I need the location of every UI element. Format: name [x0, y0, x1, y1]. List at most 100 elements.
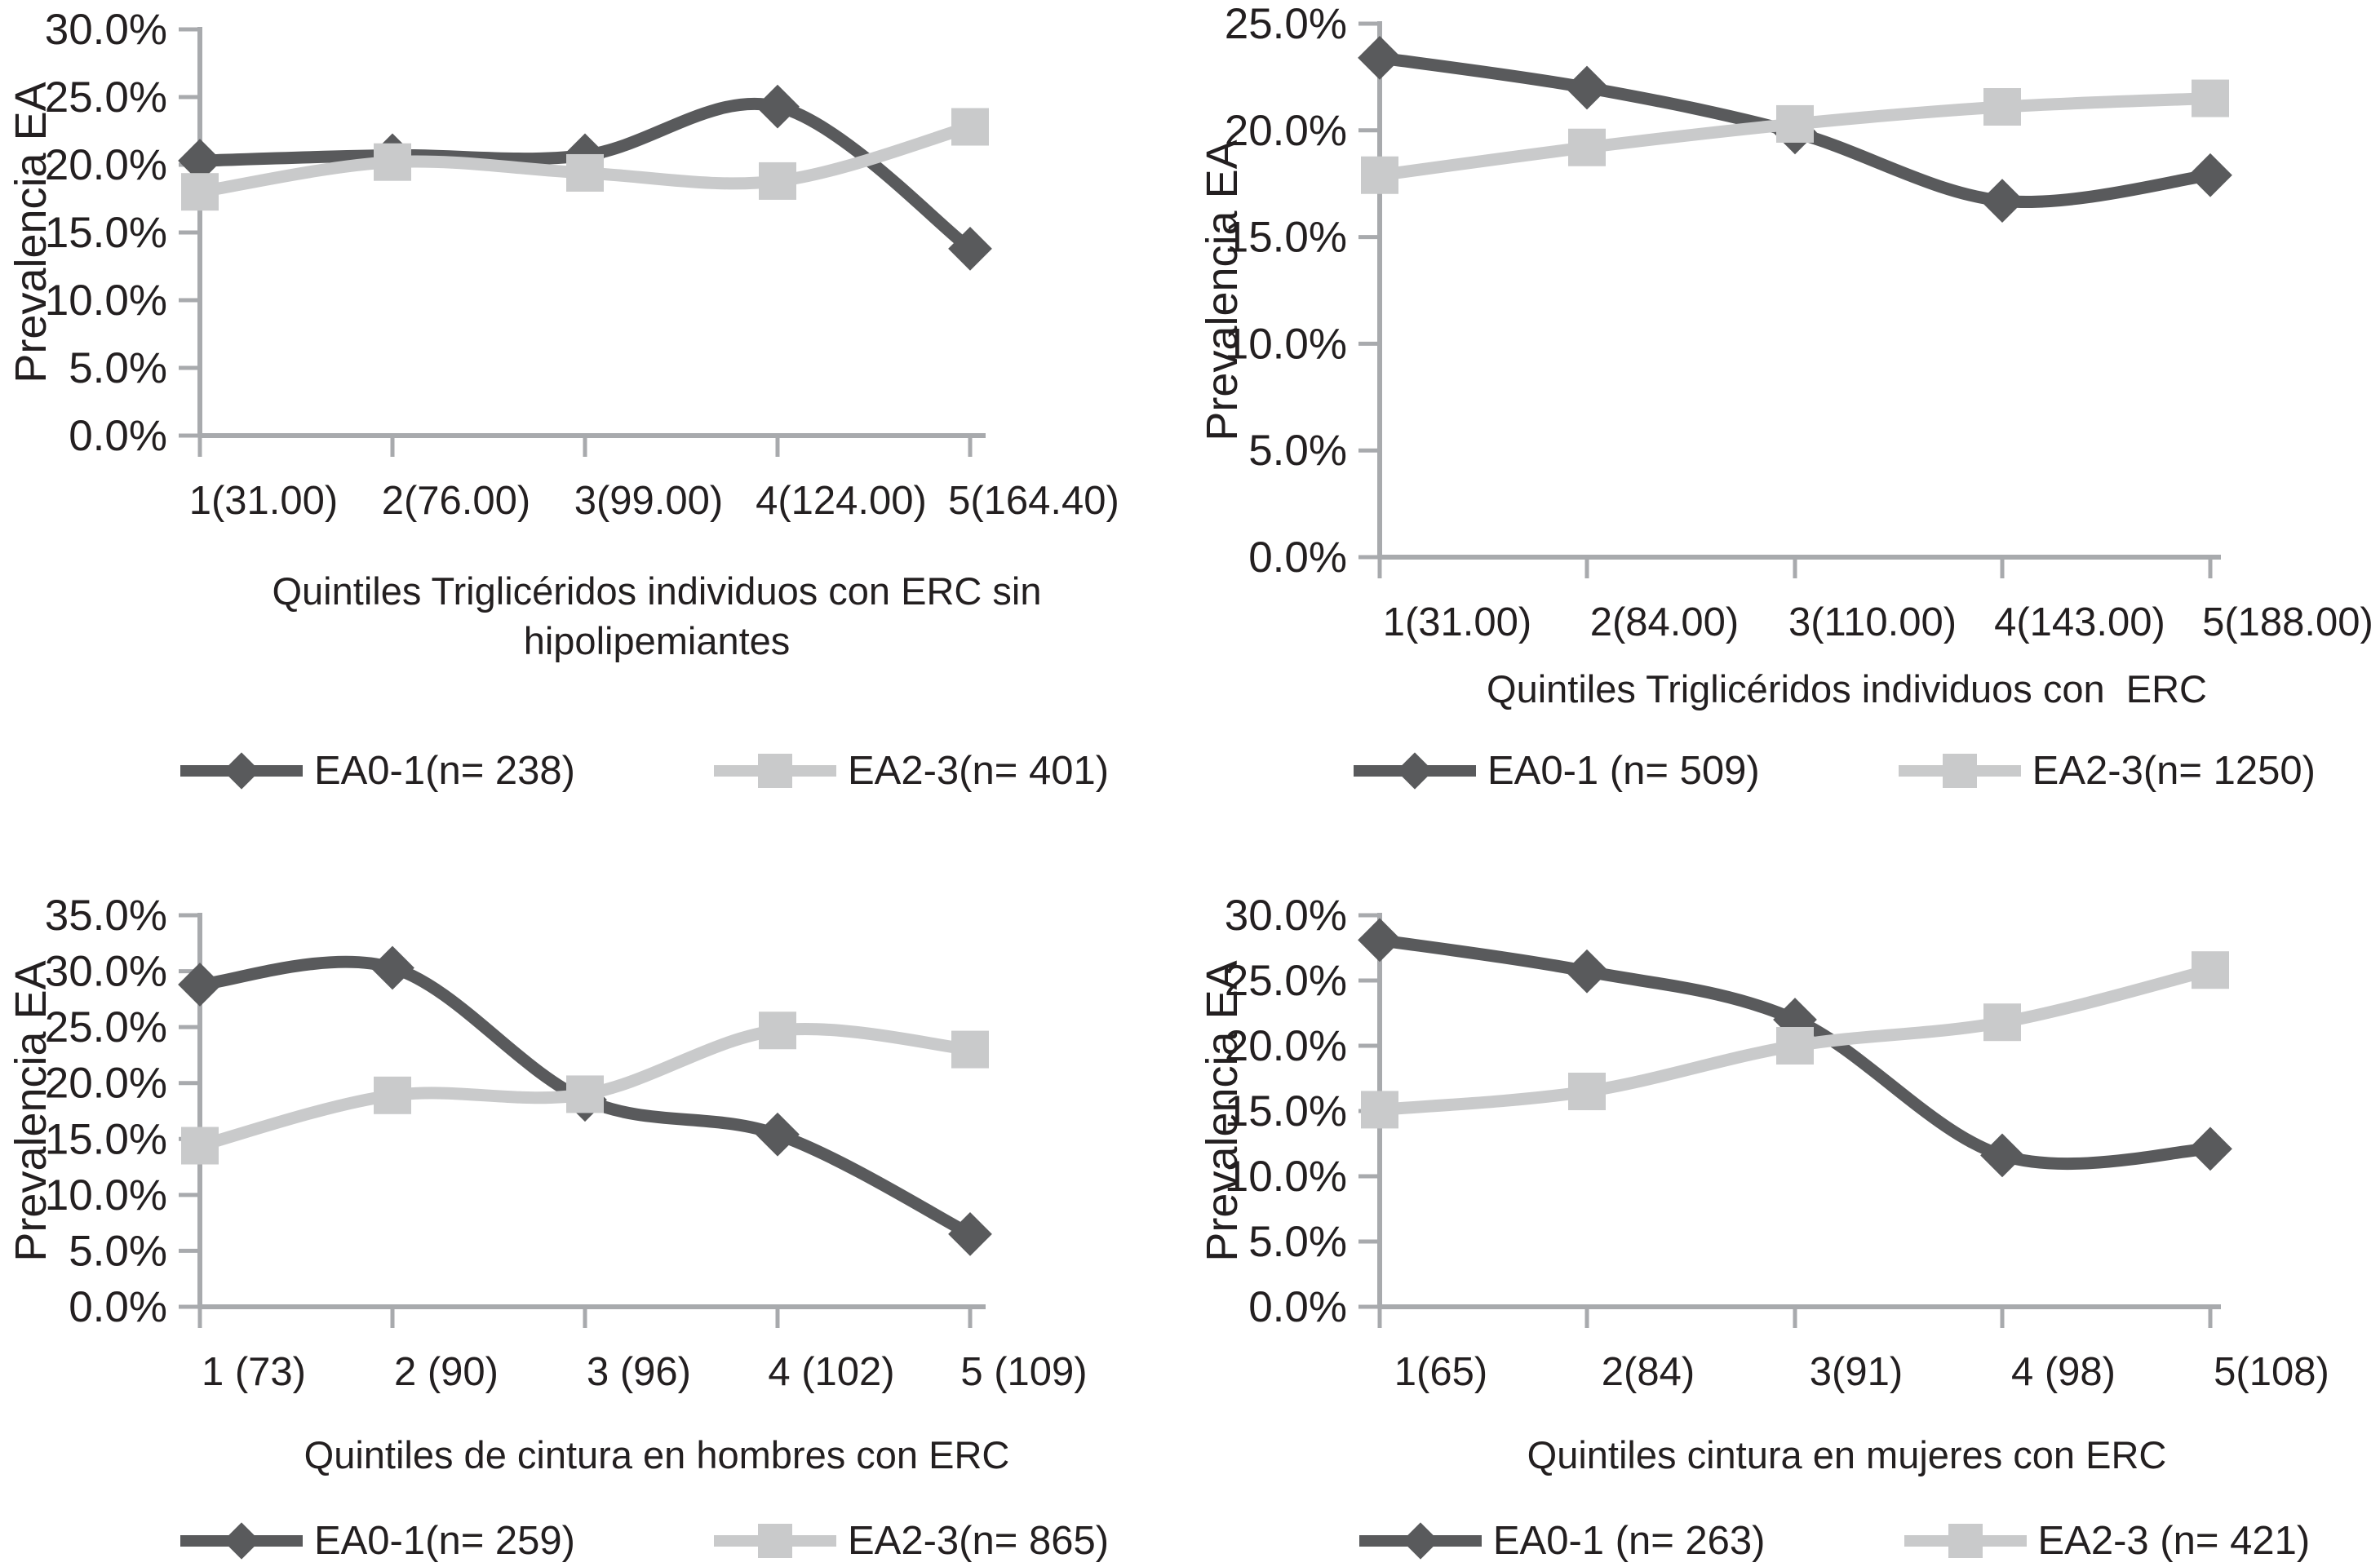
line-chart-trigliceridos-erc: Prevalencia EA 0.0% 5.0% 10.0% 15.0% 20.0% 25.…	[1191, 0, 2380, 653]
square-marker-icon	[951, 1030, 989, 1069]
legend-item-ea2-3: EA2-3(n= 1250)	[1898, 748, 2316, 794]
chart-legend: EA0-1 (n= 509) EA2-3(n= 1250)	[1191, 748, 2380, 794]
diamond-marker-icon	[1565, 65, 1609, 110]
chart-svg: Prevalencia EA0.0%5.0%10.0%15.0%20.0%25.…	[7, 6, 1119, 523]
panel-cintura-hombres-erc: Prevalencia EA 0.0% 5.0% 10.0% 15.0% 20.0% 25.…	[0, 803, 1191, 1567]
y-tick-label: 5.0%	[69, 1227, 167, 1275]
y-tick-label: 20.0%	[45, 141, 167, 189]
square-marker-icon	[1568, 1073, 1606, 1110]
legend-square-swatch-icon	[1898, 750, 2021, 792]
y-axis-title: Prevalencia EA	[7, 960, 55, 1261]
legend-diamond-swatch-icon	[1354, 750, 1476, 792]
square-marker-icon	[181, 1127, 219, 1165]
legend-square-swatch-icon	[1904, 1520, 2027, 1562]
square-marker-icon	[374, 1076, 411, 1114]
legend-label: EA2-3(n= 865)	[848, 1519, 1110, 1563]
x-tick-label: 1(65)	[1394, 1350, 1487, 1394]
y-tick-label: 20.0%	[1225, 107, 1347, 155]
diamond-marker-icon	[2188, 1127, 2232, 1171]
legend-square-swatch-icon	[714, 1520, 836, 1562]
chart-legend: EA0-1 (n= 263) EA2-3 (n= 421)	[1191, 1518, 2380, 1564]
diamond-marker-icon	[1980, 1133, 2024, 1178]
y-tick-label: 25.0%	[1225, 957, 1347, 1005]
square-marker-icon	[1776, 1027, 1814, 1065]
chart-title: Quintiles cintura en mujeres con ERC	[1527, 1433, 2167, 1476]
legend-item-ea2-3: EA2-3 (n= 421)	[1904, 1518, 2311, 1564]
diamond-marker-icon	[370, 945, 414, 990]
x-tick-label: 3(99.00)	[574, 479, 724, 523]
y-tick-label: 35.0%	[45, 892, 167, 940]
x-tick-label: 2(84.00)	[1590, 600, 1740, 644]
legend-label: EA0-1(n= 259)	[313, 1519, 575, 1563]
y-axis-title: Prevalencia EA	[7, 82, 55, 383]
y-tick-label: 15.0%	[45, 1115, 167, 1163]
y-tick-label: 25.0%	[45, 73, 167, 122]
x-tick-label: 4(124.00)	[756, 479, 927, 523]
legend-item-ea2-3: EA2-3(n= 865)	[714, 1518, 1109, 1564]
square-marker-icon	[2192, 951, 2229, 989]
x-tick-label: 1 (73)	[202, 1350, 306, 1394]
y-tick-label: 0.0%	[1248, 533, 1347, 582]
legend-label: EA0-1 (n= 509)	[1487, 749, 1760, 793]
legend-diamond-swatch-icon	[179, 750, 303, 792]
y-tick-label: 0.0%	[1248, 1283, 1347, 1331]
legend-label: EA2-3(n= 1250)	[2032, 749, 2316, 793]
square-marker-icon	[1983, 1003, 2021, 1042]
y-tick-label: 30.0%	[45, 948, 167, 996]
y-tick-label: 10.0%	[45, 277, 167, 325]
x-tick-label: 5(164.40)	[948, 479, 1119, 523]
y-tick-label: 20.0%	[1225, 1022, 1347, 1070]
y-tick-label: 10.0%	[1225, 1153, 1347, 1201]
legend-diamond-swatch-icon	[1358, 1520, 1482, 1562]
y-tick-label: 25.0%	[1225, 0, 1347, 48]
square-marker-icon	[951, 108, 989, 146]
square-marker-icon	[566, 153, 604, 192]
legend-label: EA2-3(n= 401)	[848, 749, 1110, 793]
chart-title: Quintiles Triglicéridos individuos con E…	[272, 569, 1042, 663]
y-tick-label: 0.0%	[69, 412, 167, 460]
square-marker-icon	[1361, 1091, 1398, 1129]
y-tick-label: 5.0%	[1248, 427, 1347, 475]
square-marker-icon	[181, 173, 219, 211]
x-tick-label: 4 (102)	[768, 1350, 894, 1394]
square-marker-icon	[759, 1011, 796, 1050]
legend-item-ea0-1: EA0-1 (n= 263)	[1358, 1518, 1766, 1564]
x-tick-label: 1(31.00)	[1383, 600, 1532, 644]
diamond-marker-icon	[1565, 949, 1609, 994]
panel-trigliceridos-erc-sin-hipolipemiantes: Prevalencia EA 0.0% 5.0% 10.0% 15.0% 20.0% 25.…	[0, 0, 1191, 803]
square-marker-icon	[1776, 104, 1814, 143]
x-tick-label: 2(84)	[1602, 1350, 1695, 1394]
square-marker-icon	[566, 1075, 604, 1113]
legend-item-ea2-3: EA2-3(n= 401)	[714, 748, 1109, 794]
square-marker-icon	[1983, 88, 2021, 126]
x-tick-label: 5(108)	[2214, 1350, 2329, 1394]
x-tick-label: 3 (96)	[587, 1350, 691, 1394]
square-marker-icon	[759, 162, 796, 200]
y-tick-label: 25.0%	[45, 1003, 167, 1051]
y-tick-label: 20.0%	[45, 1060, 167, 1108]
diamond-marker-icon	[2188, 153, 2232, 197]
x-tick-label: 2(76.00)	[382, 479, 531, 523]
x-tick-label: 4 (98)	[2011, 1350, 2116, 1394]
line-chart-cintura-hombres: Prevalencia EA 0.0% 5.0% 10.0% 15.0% 20.0% 25.…	[0, 892, 1191, 1409]
chart-svg: Prevalencia EA0.0%5.0%10.0%15.0%20.0%25.…	[1198, 892, 2329, 1394]
chart-legend: EA0-1(n= 238) EA2-3(n= 401)	[0, 748, 1191, 794]
y-tick-label: 10.0%	[45, 1171, 167, 1220]
y-tick-label: 5.0%	[69, 344, 167, 392]
diamond-marker-icon	[1358, 918, 1402, 963]
square-marker-icon	[1361, 156, 1398, 194]
chart-legend: EA0-1(n= 259) EA2-3(n= 865)	[0, 1518, 1191, 1564]
legend-label: EA0-1 (n= 263)	[1492, 1519, 1766, 1563]
y-tick-label: 30.0%	[1225, 892, 1347, 940]
x-tick-label: 3(91)	[1810, 1350, 1903, 1394]
y-tick-label: 15.0%	[1225, 1087, 1347, 1135]
square-marker-icon	[1568, 128, 1606, 166]
x-tick-label: 5(188.00)	[2202, 600, 2373, 644]
legend-item-ea0-1: EA0-1 (n= 509)	[1354, 748, 1760, 794]
legend-label: EA2-3 (n= 421)	[2037, 1519, 2311, 1563]
square-marker-icon	[2192, 79, 2229, 117]
chart-title: Quintiles de cintura en hombres con ERC	[304, 1433, 1010, 1476]
x-tick-label: 4(143.00)	[1994, 600, 2165, 644]
diamond-marker-icon	[1358, 35, 1402, 80]
